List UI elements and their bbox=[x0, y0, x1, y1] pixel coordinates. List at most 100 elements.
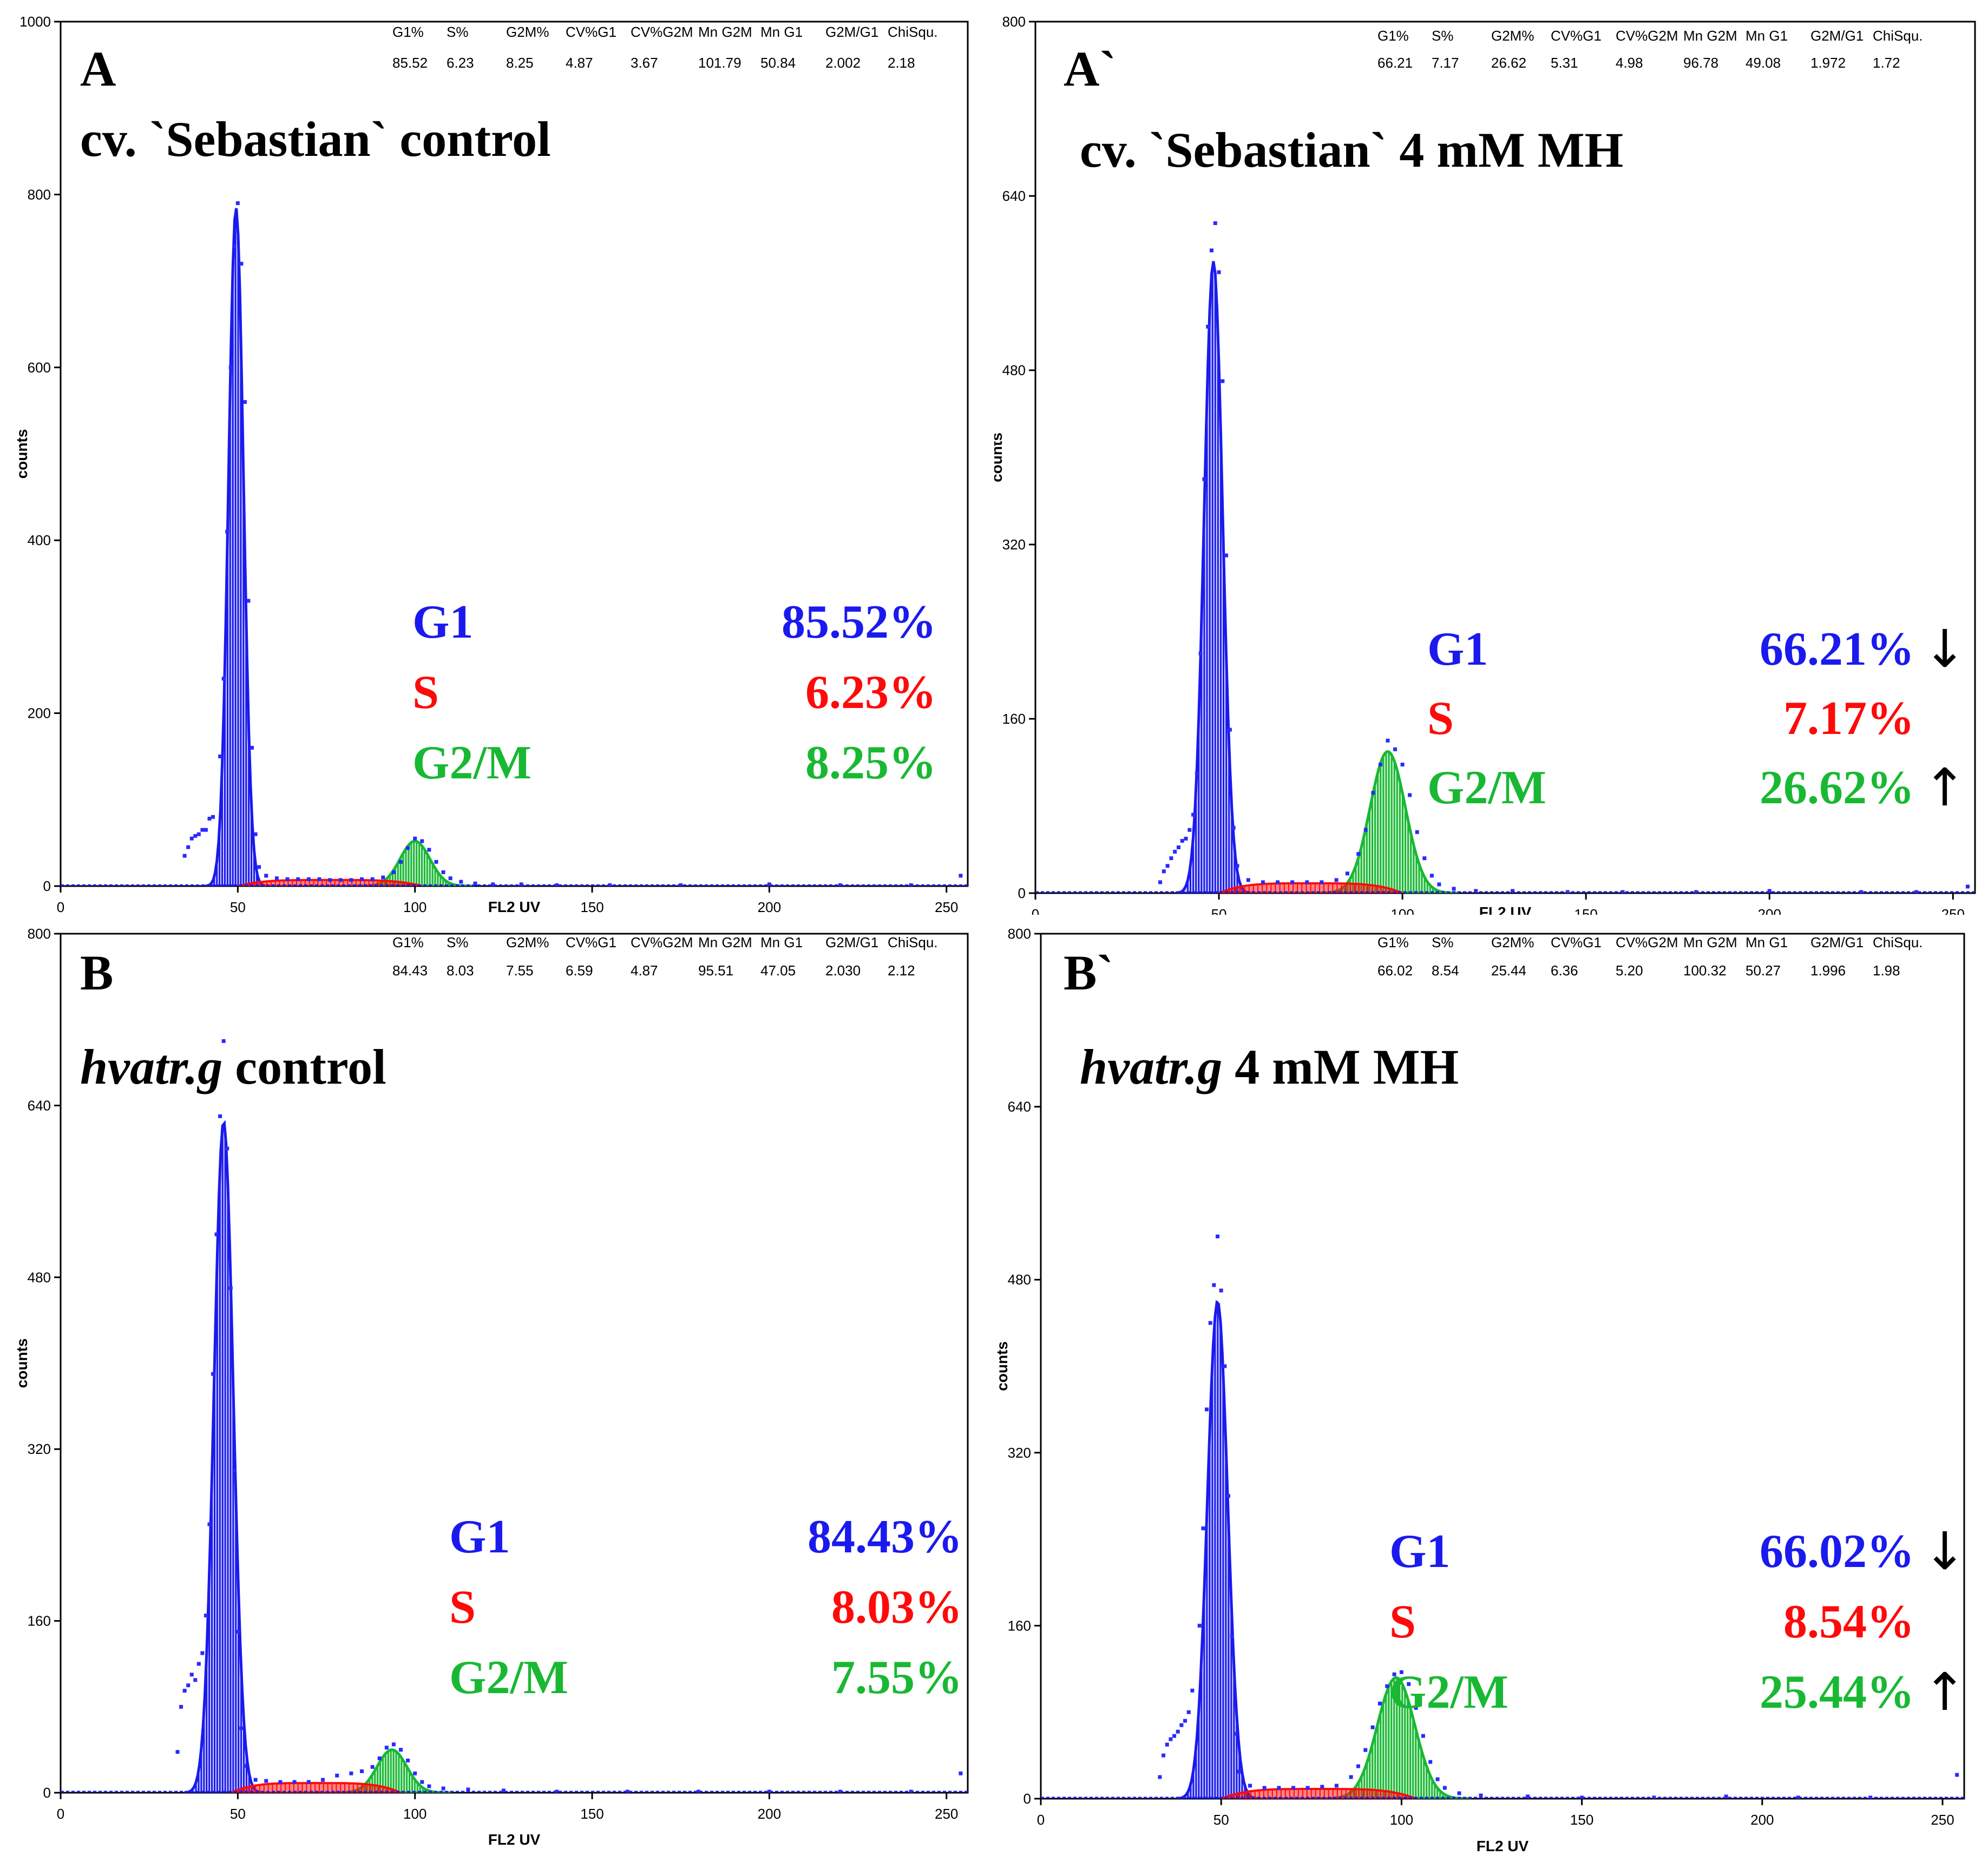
x-tick-label: 250 bbox=[935, 899, 958, 915]
data-point bbox=[292, 1780, 297, 1784]
data-point bbox=[179, 1704, 183, 1709]
panel-title: cv. `Sebastian` control bbox=[80, 112, 551, 167]
x-tick-label: 50 bbox=[230, 1806, 246, 1822]
stats-value-cell: 3.67 bbox=[631, 55, 658, 71]
data-point bbox=[1179, 1723, 1184, 1727]
data-point bbox=[239, 261, 244, 266]
data-point bbox=[204, 1614, 208, 1618]
data-point bbox=[838, 1789, 842, 1793]
data-point bbox=[1511, 889, 1515, 893]
data-point bbox=[767, 1789, 771, 1793]
data-point bbox=[218, 754, 222, 758]
data-point bbox=[1620, 890, 1625, 893]
y-axis-label: counts bbox=[14, 1339, 30, 1388]
y-tick-label: 0 bbox=[1023, 1791, 1031, 1807]
data-point bbox=[235, 201, 240, 205]
data-point bbox=[1228, 727, 1232, 732]
data-point bbox=[1474, 889, 1478, 893]
data-point bbox=[1290, 880, 1295, 884]
data-point bbox=[1408, 793, 1412, 797]
data-point bbox=[250, 745, 254, 750]
data-point bbox=[441, 870, 445, 874]
data-point bbox=[459, 880, 463, 884]
x-tick-label: 100 bbox=[403, 899, 427, 915]
y-tick-label: 800 bbox=[28, 186, 51, 202]
data-point bbox=[296, 877, 300, 881]
y-tick-label: 160 bbox=[1002, 711, 1026, 727]
data-layer bbox=[1035, 221, 1975, 893]
stats-header-cell: ChiSqu. bbox=[888, 24, 938, 40]
data-point bbox=[1796, 1795, 1800, 1799]
phase-label-g1: G1 bbox=[1389, 1525, 1450, 1578]
data-point bbox=[1237, 1769, 1242, 1774]
x-tick-label: 100 bbox=[1390, 1812, 1413, 1828]
data-point bbox=[1370, 1725, 1375, 1729]
data-point bbox=[211, 1372, 215, 1376]
stats-value-cell: 8.03 bbox=[447, 962, 474, 979]
phase-value-s: 6.23% bbox=[805, 666, 936, 719]
data-point bbox=[1173, 850, 1177, 854]
data-point bbox=[211, 815, 215, 819]
phase-label-s: S bbox=[412, 666, 439, 719]
data-point bbox=[1226, 1494, 1231, 1498]
data-point bbox=[555, 1789, 559, 1793]
stats-header-cell: Mn G2M bbox=[1683, 28, 1737, 44]
x-tick-label: 100 bbox=[1390, 906, 1414, 915]
stats-value-cell: 1.972 bbox=[1810, 55, 1846, 71]
data-point bbox=[218, 1114, 222, 1118]
arrow-down-icon: ↓ bbox=[1923, 619, 1966, 679]
data-point bbox=[420, 1780, 424, 1784]
data-point bbox=[196, 832, 201, 836]
y-tick-label: 640 bbox=[1002, 188, 1026, 204]
data-point bbox=[228, 1286, 233, 1290]
panel-label: B` bbox=[1064, 945, 1113, 1000]
y-tick-label: 480 bbox=[1008, 1271, 1031, 1288]
stats-header-cell: Mn G1 bbox=[760, 934, 803, 950]
data-point bbox=[1208, 1321, 1212, 1325]
data-point bbox=[1356, 1764, 1360, 1768]
data-point bbox=[1261, 880, 1265, 884]
data-point bbox=[1223, 1364, 1227, 1368]
data-point bbox=[1652, 1795, 1656, 1799]
data-point bbox=[391, 870, 396, 874]
data-point bbox=[264, 1779, 268, 1783]
data-point bbox=[1345, 871, 1349, 876]
data-point bbox=[1224, 553, 1229, 558]
data-point bbox=[359, 1769, 364, 1773]
panel-label: A bbox=[80, 41, 116, 96]
data-point bbox=[225, 529, 229, 534]
data-point bbox=[1180, 838, 1184, 843]
stats-header-cell: Mn G1 bbox=[1746, 28, 1788, 44]
data-point bbox=[1169, 856, 1173, 861]
stats-value-cell: 7.17 bbox=[1432, 55, 1459, 71]
data-point bbox=[175, 1750, 180, 1754]
data-point bbox=[370, 877, 375, 881]
data-point bbox=[1415, 830, 1419, 834]
data-point bbox=[1429, 874, 1434, 878]
x-tick-label: 0 bbox=[1032, 906, 1039, 915]
phase-label-g1: G1 bbox=[412, 596, 473, 648]
y-tick-label: 0 bbox=[43, 1785, 51, 1801]
data-point bbox=[1246, 878, 1250, 882]
data-point bbox=[1452, 887, 1456, 891]
data-point bbox=[1248, 1784, 1252, 1788]
data-point bbox=[1191, 812, 1196, 817]
data-point bbox=[1205, 1407, 1209, 1412]
data-point bbox=[1435, 1777, 1440, 1781]
data-point bbox=[626, 1789, 629, 1793]
stats-value-cell: 2.18 bbox=[888, 55, 915, 71]
data-point bbox=[320, 1778, 325, 1782]
data-point bbox=[193, 834, 198, 838]
data-point bbox=[338, 878, 343, 882]
phase-label-s: S bbox=[1389, 1596, 1416, 1648]
stats-header-cell: S% bbox=[1432, 28, 1453, 44]
data-point bbox=[959, 874, 963, 878]
x-tick-label: 50 bbox=[1213, 1812, 1229, 1828]
data-point bbox=[1565, 890, 1570, 893]
stats-value-cell: 6.36 bbox=[1551, 962, 1578, 979]
data-point bbox=[1400, 763, 1405, 767]
data-point bbox=[696, 1789, 700, 1793]
data-point bbox=[182, 1689, 187, 1693]
panel-title-text: control bbox=[222, 1039, 386, 1094]
data-point bbox=[434, 860, 438, 864]
